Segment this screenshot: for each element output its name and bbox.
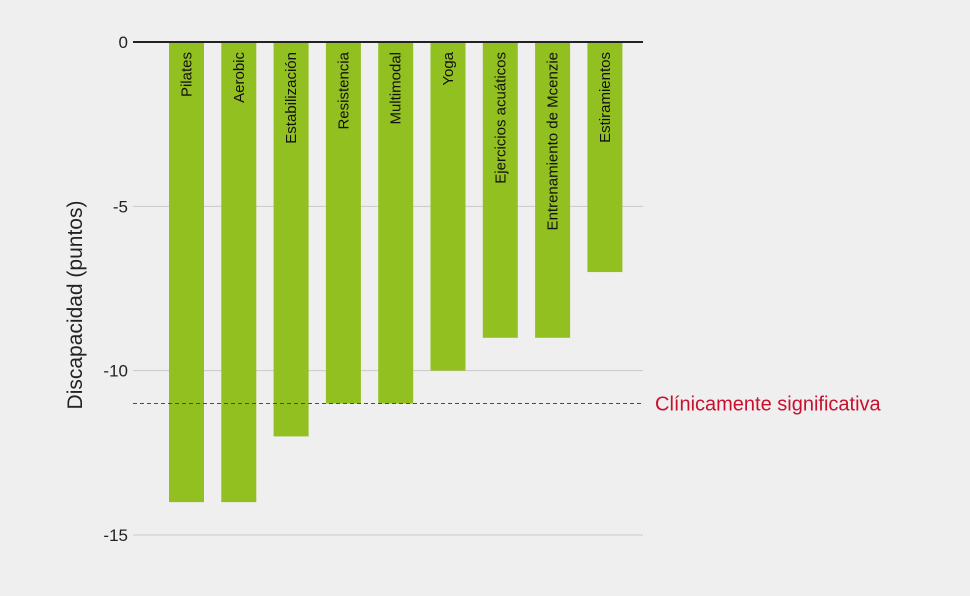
category-label: Ejercicios acuáticos xyxy=(492,52,509,184)
category-label: Resistencia xyxy=(335,51,352,129)
category-label: Entrenamiento de Mcenzie xyxy=(545,52,562,230)
bar xyxy=(325,42,361,404)
category-label: Estiramientos xyxy=(597,52,614,143)
category-label: Estabilización xyxy=(283,52,300,144)
y-tick-label: -10 xyxy=(103,362,128,381)
bar xyxy=(587,42,623,273)
bar xyxy=(535,42,571,338)
bar xyxy=(430,42,466,371)
y-tick-label: -15 xyxy=(103,526,128,545)
bar xyxy=(378,42,414,404)
bar xyxy=(273,42,309,437)
bar xyxy=(169,42,204,503)
category-label: Aerobic xyxy=(231,52,248,103)
reference-line-label: Clínicamente significativa xyxy=(655,394,882,416)
y-tick-label: -5 xyxy=(113,197,128,216)
y-tick-label: 0 xyxy=(119,33,128,52)
y-axis-ticks: 0 -5 -10 -15 xyxy=(103,33,128,545)
bar xyxy=(482,42,518,338)
category-label: Yoga xyxy=(440,51,457,85)
category-label: Pilates xyxy=(179,52,196,97)
bars xyxy=(169,42,623,503)
bar xyxy=(221,42,257,503)
y-axis-title: Discapacidad (puntos) xyxy=(64,201,87,410)
category-label: Multimodal xyxy=(388,52,405,125)
category-labels: Pilates Aerobic Estabilización Resistencia M… xyxy=(179,51,614,230)
